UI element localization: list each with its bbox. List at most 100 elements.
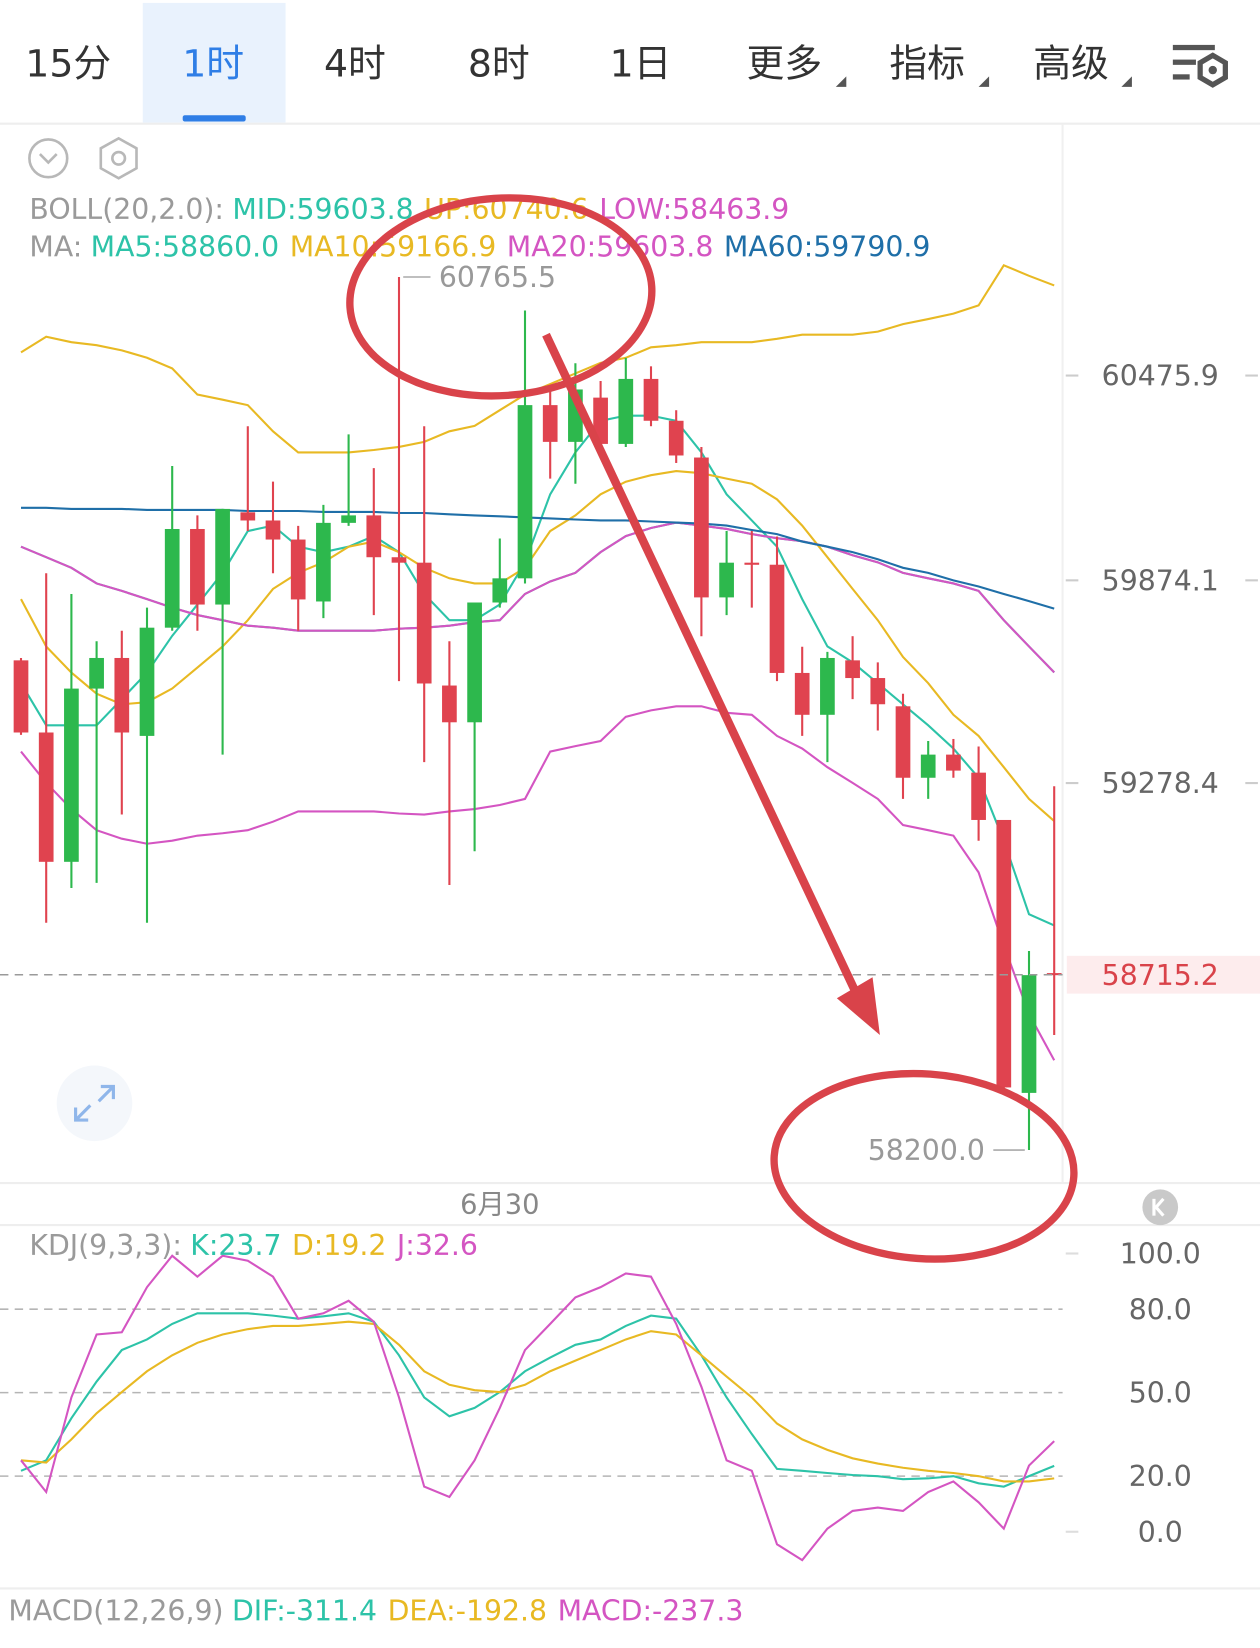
- legend-item: DIF:-311.4: [232, 1595, 377, 1628]
- candle-body: [366, 515, 382, 558]
- legend-item: J:32.6: [395, 1229, 478, 1262]
- legend-label: MACD(12,26,9): [8, 1595, 223, 1628]
- candle-body: [89, 657, 104, 689]
- tabs: 15分 1时 4时 8时 1日 更多 指标 高级: [25, 41, 1109, 85]
- dropdown-caret: [978, 76, 990, 87]
- candle-body: [542, 405, 558, 442]
- indicator-line: [20, 1320, 1055, 1483]
- current-price-bg: [1066, 955, 1260, 994]
- candle-body: [820, 657, 835, 715]
- collapse-icon[interactable]: [28, 138, 69, 179]
- y-tick-label: 20.0: [1129, 1460, 1192, 1493]
- candle-body: [64, 688, 79, 862]
- legend-item: MA5:58860.0: [91, 231, 280, 264]
- candle-body: [190, 528, 205, 605]
- candle-body: [316, 522, 331, 602]
- y-tick-label: 80.0: [1129, 1293, 1192, 1326]
- low-marker-label: 58200.0: [868, 1134, 985, 1167]
- candle-body: [769, 564, 785, 673]
- legend-label: BOLL(20,2.0):: [29, 193, 224, 226]
- tab[interactable]: 4时: [324, 41, 386, 85]
- indicator-line: [20, 1312, 1055, 1488]
- candle-body: [164, 528, 180, 628]
- candle-body: [341, 515, 356, 523]
- legend-item: MA20:59603.8: [507, 231, 714, 264]
- candle-body: [240, 512, 256, 521]
- candle-body: [794, 672, 810, 715]
- tab[interactable]: 1时: [182, 41, 244, 85]
- candle-body: [492, 578, 508, 603]
- candle-body: [593, 397, 608, 444]
- candle-body: [946, 754, 961, 771]
- y-tick-label: 50.0: [1129, 1377, 1192, 1410]
- candle-body: [290, 539, 306, 600]
- candle-body: [1021, 975, 1037, 1093]
- x-tick-label: 6月30: [460, 1190, 539, 1221]
- candle-body: [895, 706, 911, 778]
- candle-body: [467, 602, 482, 723]
- chart-layers: 60475.9 59874.1 59278.4 6月30 58715.2 60765.5 5…: [0, 193, 1260, 1628]
- legend-item: MA60:59790.9: [724, 231, 931, 264]
- candle-body: [920, 754, 936, 778]
- tab-underline: [182, 115, 246, 122]
- tab[interactable]: 高级: [1033, 41, 1109, 85]
- y-tick-label: 0.0: [1138, 1516, 1183, 1549]
- candle-body: [114, 657, 130, 733]
- annotation-arrowhead: [836, 977, 880, 1036]
- annotation: [346, 194, 1078, 1263]
- candle-body: [517, 405, 533, 579]
- tab[interactable]: 更多: [747, 41, 823, 85]
- tab[interactable]: 指标: [889, 41, 965, 85]
- legend-label: KDJ(9,3,3):: [29, 1229, 181, 1262]
- candle-body: [618, 378, 634, 444]
- candle-body: [971, 772, 986, 820]
- high-marker-label: 60765.5: [439, 261, 556, 294]
- candle-body: [38, 732, 54, 862]
- settings-icon[interactable]: [1172, 44, 1228, 88]
- indicator-line: [20, 705, 1056, 1061]
- indicator-line: [20, 470, 1055, 822]
- indicator-line: [20, 521, 1055, 674]
- indicator-line: [20, 414, 1055, 927]
- dropdown-caret: [1121, 76, 1132, 87]
- indicator-line: [21, 506, 1055, 610]
- candle-body: [845, 660, 860, 679]
- legend-item: K:23.7: [190, 1229, 281, 1262]
- expand-icon[interactable]: [56, 1065, 133, 1142]
- legend-item: DEA:-192.8: [388, 1595, 547, 1628]
- candle-body: [416, 562, 432, 684]
- candle-body: [694, 457, 709, 598]
- tab-selected-bg: [142, 2, 286, 123]
- candle-body: [139, 627, 155, 736]
- legend-label: MA:: [29, 231, 82, 264]
- candle-body: [870, 678, 886, 705]
- dropdown-caret: [835, 76, 847, 87]
- scroll-latest-button[interactable]: [1142, 1189, 1179, 1226]
- candle-body: [1046, 973, 1062, 976]
- candle-body: [744, 562, 760, 565]
- candle-body: [215, 508, 230, 605]
- tab[interactable]: 1日: [610, 41, 672, 85]
- candle-body: [643, 378, 659, 421]
- y-tick-label: 59874.1: [1102, 564, 1219, 597]
- candle-body: [719, 562, 734, 598]
- indicator-line: [20, 1254, 1055, 1562]
- y-tick-label: 100.0: [1120, 1238, 1201, 1271]
- tab[interactable]: 8时: [468, 41, 530, 85]
- candle-body: [996, 819, 1012, 1088]
- legend-item: D:19.2: [292, 1229, 386, 1262]
- tab[interactable]: 15分: [25, 41, 111, 85]
- legend-item: MACD:-237.3: [558, 1595, 744, 1628]
- hex-settings-icon[interactable]: [99, 136, 138, 180]
- y-tick-label: 59278.4: [1102, 767, 1219, 800]
- current-price-label: 58715.2: [1102, 959, 1219, 992]
- candle-body: [391, 557, 407, 563]
- candle-body: [442, 685, 457, 723]
- candle-body: [13, 660, 29, 733]
- y-tick-label: 60475.9: [1102, 360, 1219, 393]
- candle-body: [265, 520, 281, 540]
- candle-body: [668, 420, 684, 456]
- legend-item: LOW:58463.9: [599, 193, 789, 226]
